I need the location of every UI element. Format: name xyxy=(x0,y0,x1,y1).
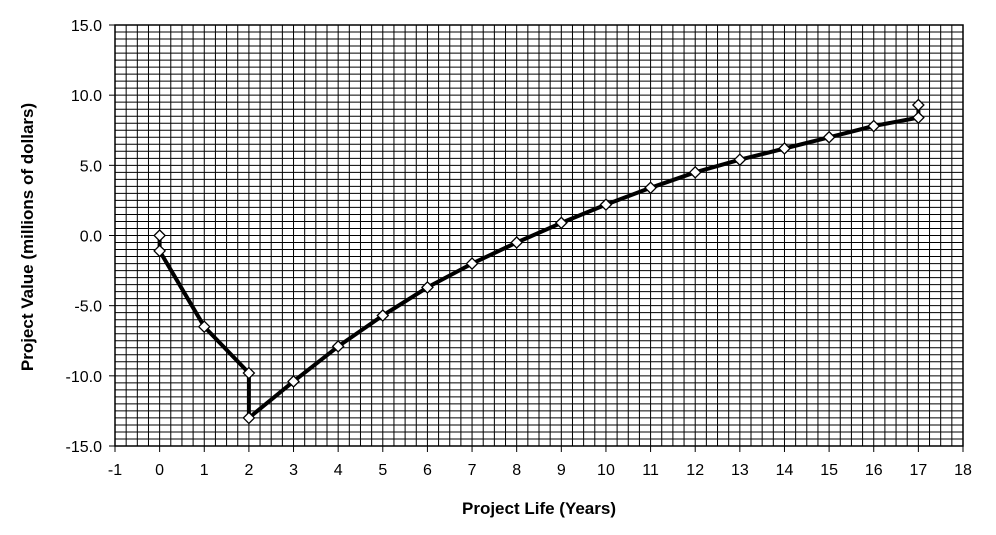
x-tick-label: 15 xyxy=(820,462,838,479)
axes xyxy=(109,24,964,452)
x-tick-label: 11 xyxy=(642,462,659,479)
data-point-marker xyxy=(867,119,881,133)
y-tick-label: 10.0 xyxy=(71,88,102,105)
x-tick-label: 16 xyxy=(865,462,883,479)
data-point-marker xyxy=(822,130,836,144)
gridlines xyxy=(114,24,964,447)
y-tick-label: -15.0 xyxy=(66,439,103,456)
tick-labels: -1 0 1 2 3 4 5 6 7 8 9 10 11 12 13 14 15 16 17 1815.010.05.… xyxy=(66,18,972,479)
data-point-marker xyxy=(465,257,479,270)
y-tick-label: 0.0 xyxy=(80,229,102,246)
data-point-marker xyxy=(421,281,434,294)
x-tick-label: 7 xyxy=(468,462,477,479)
data-series xyxy=(153,98,925,425)
data-point-marker xyxy=(197,320,211,334)
x-tick-label: -1 xyxy=(108,462,122,479)
x-tick-label: 4 xyxy=(334,462,343,479)
data-point-marker xyxy=(911,111,925,125)
x-tick-label: 17 xyxy=(909,462,927,479)
data-point-marker xyxy=(510,236,524,249)
y-tick-label: 15.0 xyxy=(71,18,102,35)
x-tick-label: 10 xyxy=(597,462,615,479)
x-tick-label: 1 xyxy=(200,462,209,479)
data-point-marker xyxy=(331,339,345,353)
data-point-marker xyxy=(242,366,256,380)
x-tick-label: 18 xyxy=(954,462,972,479)
x-tick-label: 14 xyxy=(776,462,794,479)
x-tick-label: 6 xyxy=(423,462,432,479)
data-point-marker xyxy=(153,229,167,242)
x-axis-label: Project Life (Years) xyxy=(462,499,616,518)
y-tick-label: 5.0 xyxy=(80,158,102,175)
data-point-marker xyxy=(599,198,613,212)
data-point-marker xyxy=(287,375,300,388)
data-point-marker xyxy=(554,216,568,230)
y-tick-label: -10.0 xyxy=(66,369,103,386)
x-tick-label: 2 xyxy=(244,462,253,479)
y-tick-label: -5.0 xyxy=(74,299,102,316)
y-axis-label: Project Value (millions of dollars) xyxy=(18,103,37,371)
x-tick-label: 3 xyxy=(289,462,298,479)
data-point-marker xyxy=(644,181,657,195)
data-point-marker xyxy=(153,244,167,258)
x-tick-label: 12 xyxy=(686,462,704,479)
data-point-marker xyxy=(376,309,390,322)
data-point-marker xyxy=(778,142,791,155)
data-point-marker xyxy=(733,153,747,167)
data-point-marker xyxy=(911,98,925,112)
x-tick-label: 13 xyxy=(731,462,749,479)
data-point-marker xyxy=(242,411,256,425)
x-tick-label: 8 xyxy=(512,462,521,479)
x-tick-label: 0 xyxy=(155,462,164,479)
x-tick-label: 5 xyxy=(378,462,387,479)
data-point-marker xyxy=(688,165,702,179)
x-tick-label: 9 xyxy=(557,462,566,479)
